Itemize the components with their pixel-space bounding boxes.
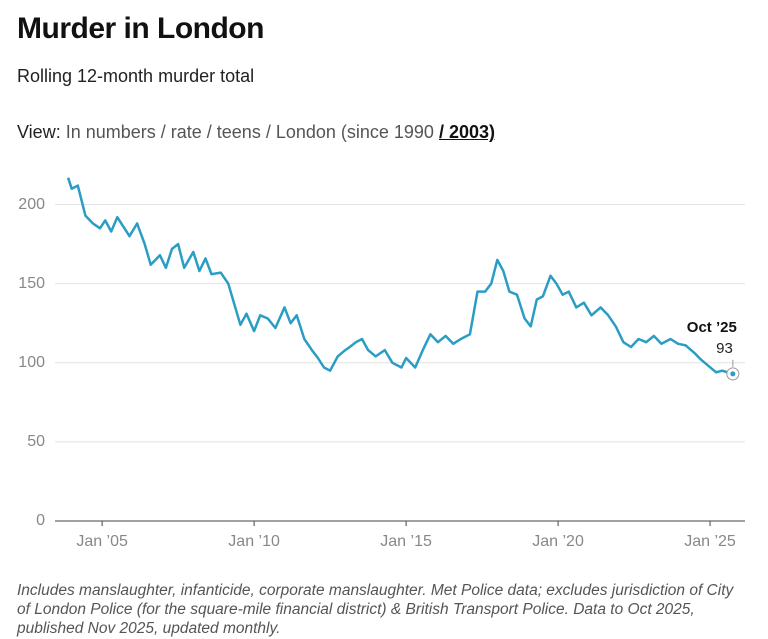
annotation: Oct ’25 bbox=[687, 319, 737, 336]
value-label: 93 bbox=[716, 340, 733, 357]
x-tick-label: Jan ’05 bbox=[76, 533, 128, 550]
y-tick-label: 0 bbox=[36, 512, 45, 529]
title: Murder in London bbox=[17, 12, 264, 45]
chart: 0 50 100 150 200 Jan ’05 Jan ’10 Jan ’15 Jan ’20… bbox=[18, 177, 745, 550]
x-tick-label: Jan ’10 bbox=[228, 533, 280, 550]
subtitle: Rolling 12-month murder total bbox=[17, 66, 255, 86]
x-tick-label: Jan ’15 bbox=[380, 533, 432, 550]
y-tick-label: 50 bbox=[27, 433, 45, 450]
y-tick-label: 150 bbox=[18, 275, 45, 292]
x-tick-label: Jan ’25 bbox=[684, 533, 736, 550]
view-option-selected[interactable]: / 2003) bbox=[438, 122, 496, 142]
y-tick-label: 100 bbox=[18, 354, 45, 371]
view-label: View: bbox=[17, 122, 61, 142]
y-tick-label: 200 bbox=[18, 196, 45, 213]
view-selector: View: In numbers / rate / teens / London… bbox=[17, 122, 495, 143]
x-tick-label: Jan ’20 bbox=[532, 533, 584, 550]
view-option[interactable]: In numbers / rate / teens / London (sinc… bbox=[65, 122, 434, 142]
line bbox=[66, 177, 734, 376]
end-dot bbox=[730, 371, 736, 377]
footnote: Includes manslaughter, infanticide, corp… bbox=[17, 582, 734, 637]
